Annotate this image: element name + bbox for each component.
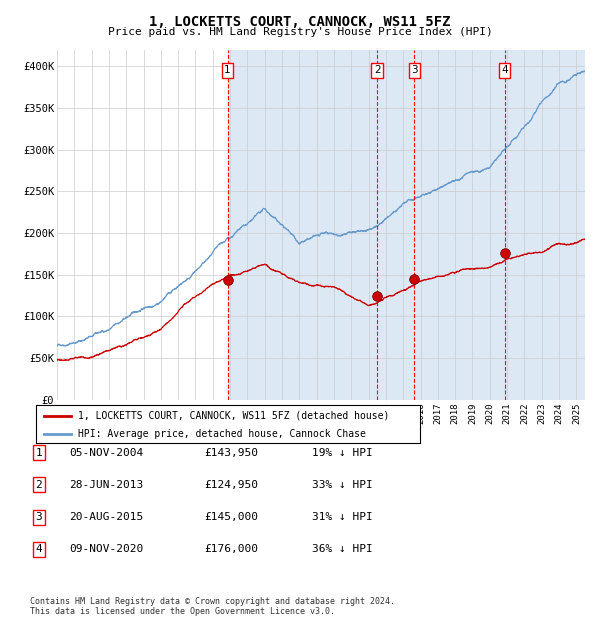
Text: 1, LOCKETTS COURT, CANNOCK, WS11 5FZ: 1, LOCKETTS COURT, CANNOCK, WS11 5FZ — [149, 15, 451, 29]
Text: £176,000: £176,000 — [204, 544, 258, 554]
Text: 05-NOV-2004: 05-NOV-2004 — [69, 448, 143, 458]
Text: Price paid vs. HM Land Registry's House Price Index (HPI): Price paid vs. HM Land Registry's House … — [107, 27, 493, 37]
Text: 09-NOV-2020: 09-NOV-2020 — [69, 544, 143, 554]
Text: 4: 4 — [502, 65, 508, 76]
Text: 28-JUN-2013: 28-JUN-2013 — [69, 480, 143, 490]
Text: £124,950: £124,950 — [204, 480, 258, 490]
Text: HPI: Average price, detached house, Cannock Chase: HPI: Average price, detached house, Cann… — [78, 428, 366, 439]
Text: 3: 3 — [411, 65, 418, 76]
Text: 2: 2 — [374, 65, 380, 76]
Text: 2: 2 — [35, 480, 43, 490]
Text: 19% ↓ HPI: 19% ↓ HPI — [312, 448, 373, 458]
Text: 20-AUG-2015: 20-AUG-2015 — [69, 512, 143, 522]
Text: 1, LOCKETTS COURT, CANNOCK, WS11 5FZ (detached house): 1, LOCKETTS COURT, CANNOCK, WS11 5FZ (de… — [78, 410, 389, 420]
Text: £145,000: £145,000 — [204, 512, 258, 522]
Text: This data is licensed under the Open Government Licence v3.0.: This data is licensed under the Open Gov… — [30, 607, 335, 616]
Bar — [227, 50, 585, 400]
Text: 31% ↓ HPI: 31% ↓ HPI — [312, 512, 373, 522]
Text: Contains HM Land Registry data © Crown copyright and database right 2024.: Contains HM Land Registry data © Crown c… — [30, 597, 395, 606]
Text: 4: 4 — [35, 544, 43, 554]
Text: £143,950: £143,950 — [204, 448, 258, 458]
Text: 1: 1 — [224, 65, 231, 76]
Text: 1: 1 — [35, 448, 43, 458]
Text: 3: 3 — [35, 512, 43, 522]
Text: 33% ↓ HPI: 33% ↓ HPI — [312, 480, 373, 490]
Text: 36% ↓ HPI: 36% ↓ HPI — [312, 544, 373, 554]
